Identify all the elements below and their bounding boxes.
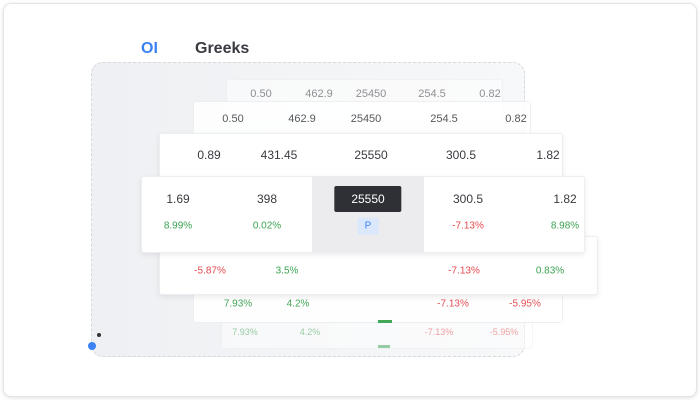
- cell: 4.2%: [286, 298, 310, 310]
- cell: 0.02%: [252, 220, 282, 232]
- tab[interactable]: OI: [141, 40, 158, 57]
- screenshot: OI Greeks 0.50 462.9 25450 254.5 0.82 0.50 462…: [3, 3, 697, 397]
- cell: -5.95%: [489, 327, 519, 337]
- cell: 462.9: [288, 113, 316, 125]
- cell: 300.5: [452, 192, 484, 206]
- cell: 300.5: [445, 148, 477, 162]
- cell: 7.93%: [232, 327, 258, 337]
- cell: 398: [256, 192, 278, 206]
- table-card: 7.93% 4.2% -7.13% -5.95%: [221, 319, 533, 349]
- strike-type: P: [357, 217, 379, 235]
- cell: 25450: [350, 113, 382, 125]
- cell: 0.83%: [535, 265, 565, 277]
- cell: -7.13%: [437, 298, 469, 310]
- dot: [97, 333, 101, 337]
- cell: 8.99%: [163, 220, 193, 232]
- cell: -5.95%: [509, 298, 541, 310]
- cell: 431.45: [260, 148, 298, 162]
- oi-bar: [378, 345, 390, 348]
- cell: -7.13%: [424, 327, 454, 337]
- cell: -5.87%: [194, 265, 226, 277]
- cell: 0.89: [197, 148, 221, 162]
- cell: 1.69: [166, 192, 190, 206]
- cell: 0.50: [250, 88, 272, 100]
- cell: -7.13%: [452, 220, 484, 232]
- cell: 254.5: [430, 113, 458, 125]
- cell: 4.2%: [299, 327, 321, 337]
- cell: 7.93%: [223, 298, 253, 310]
- cell: 0.82: [479, 88, 501, 100]
- cell: 462.9: [305, 88, 333, 100]
- cell: 25550: [354, 148, 388, 162]
- cell: 25450: [355, 88, 387, 100]
- tab[interactable]: Greeks: [195, 40, 250, 57]
- strike-price: 25550: [334, 186, 402, 212]
- oi-bar: [378, 320, 392, 323]
- cell: 8.98%: [550, 220, 580, 232]
- cell: 0.50: [222, 113, 244, 125]
- cell: -7.13%: [448, 265, 480, 277]
- dot: [88, 342, 96, 350]
- cell: 254.5: [418, 88, 446, 100]
- cell: 0.82: [505, 113, 527, 125]
- cell: 1.82: [553, 192, 577, 206]
- table-card: 1.69 398 25550 300.5 1.82 8.99% 0.02% P -7.13% 8.…: [141, 176, 585, 253]
- cell: 3.5%: [275, 265, 299, 277]
- cell: 1.82: [536, 148, 560, 162]
